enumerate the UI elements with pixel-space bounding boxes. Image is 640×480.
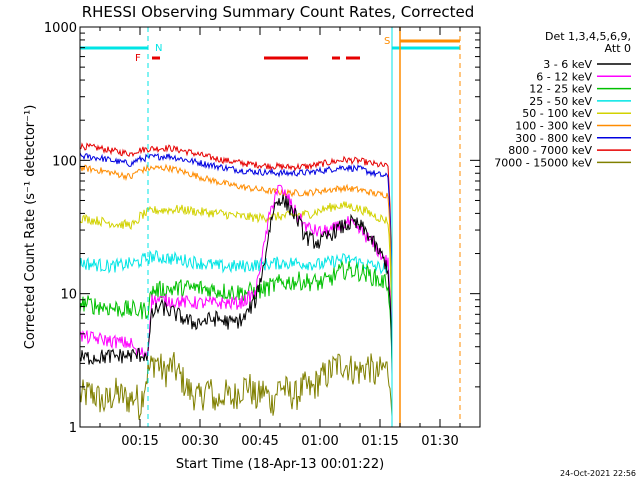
annotation-f: F: [135, 53, 141, 64]
legend-label-9: 7000 - 15000 keV: [494, 156, 592, 169]
legend-label-8: 800 - 7000 keV: [508, 144, 592, 157]
plot-frame: [79, 26, 481, 428]
series-line-1: [79, 194, 393, 365]
chart-title: RHESSI Observing Summary Count Rates, Co…: [82, 3, 475, 21]
annotation-s: S: [384, 36, 390, 47]
legend-label-7: 300 - 800 keV: [515, 132, 592, 145]
series-line-5: [79, 201, 393, 368]
y-axis-label: Corrected Count Rate (s⁻¹ detector⁻¹): [23, 105, 38, 350]
y-tick-label-2: 10: [60, 288, 77, 303]
x-tick-label-3: 00:45: [241, 434, 278, 449]
series-line-9: [79, 351, 393, 420]
x-axis-label: Start Time (18-Apr-13 00:01:22): [176, 457, 384, 472]
legend-header-line-1: Det 1,3,4,5,6,9,: [545, 30, 631, 43]
series-line-4: [79, 249, 393, 364]
legend-label-6: 100 - 300 keV: [515, 120, 592, 133]
legend-header-line-2: Att 0: [605, 42, 631, 55]
y-tick-label-4: 1000: [44, 21, 77, 36]
x-tick-label-5: 01:15: [361, 434, 398, 449]
y-axis: 1 10 100 1000: [44, 21, 480, 436]
x-tick-label-1: 00:15: [121, 434, 158, 449]
x-tick-label-2: 00:30: [181, 434, 218, 449]
legend-label-5: 50 - 100 keV: [522, 107, 592, 120]
series-line-7: [79, 152, 393, 374]
plot-area: N S F: [79, 27, 461, 427]
y-tick-label-3: 100: [52, 154, 77, 169]
y-tick-label-1: 1: [69, 421, 77, 436]
x-tick-label-6: 01:30: [421, 434, 458, 449]
x-axis: 00:15 00:30 00:45 01:00 01:15 01:30: [79, 27, 481, 449]
series-line-3: [79, 260, 393, 364]
series-line-6: [79, 163, 393, 372]
legend-label-1: 3 - 6 keV: [543, 58, 592, 71]
legend-label-2: 6 - 12 keV: [536, 70, 592, 83]
footer-timestamp: 24-Oct-2021 22:56: [560, 469, 636, 478]
x-tick-label-4: 01:00: [301, 434, 338, 449]
annotation-n: N: [155, 43, 162, 54]
series-line-8: [79, 142, 393, 377]
legend-label-4: 25 - 50 keV: [529, 95, 592, 108]
legend-label-3: 12 - 25 keV: [529, 83, 592, 96]
